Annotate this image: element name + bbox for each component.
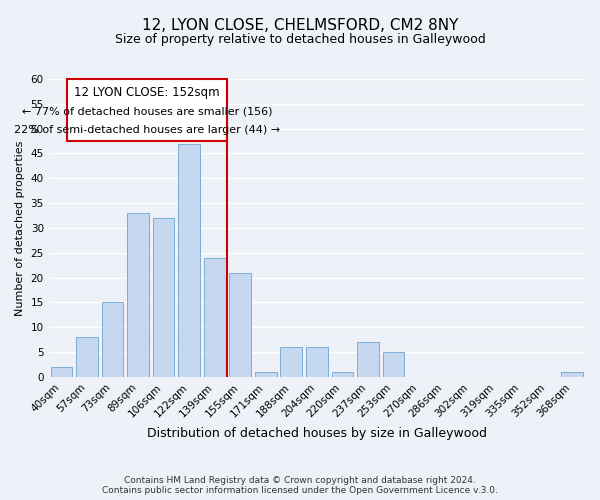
Bar <box>204 258 226 377</box>
Bar <box>255 372 277 377</box>
Bar <box>383 352 404 377</box>
Y-axis label: Number of detached properties: Number of detached properties <box>15 140 25 316</box>
Bar <box>332 372 353 377</box>
Bar <box>306 347 328 377</box>
Bar <box>50 367 72 377</box>
Text: Size of property relative to detached houses in Galleywood: Size of property relative to detached ho… <box>115 32 485 46</box>
Bar <box>153 218 175 377</box>
Bar <box>562 372 583 377</box>
Text: 12, LYON CLOSE, CHELMSFORD, CM2 8NY: 12, LYON CLOSE, CHELMSFORD, CM2 8NY <box>142 18 458 32</box>
X-axis label: Distribution of detached houses by size in Galleywood: Distribution of detached houses by size … <box>147 427 487 440</box>
Bar <box>178 144 200 377</box>
Bar <box>280 347 302 377</box>
Text: ← 77% of detached houses are smaller (156): ← 77% of detached houses are smaller (15… <box>22 106 272 117</box>
Bar <box>229 272 251 377</box>
Text: Contains HM Land Registry data © Crown copyright and database right 2024.: Contains HM Land Registry data © Crown c… <box>124 476 476 485</box>
Bar <box>101 302 124 377</box>
Bar <box>76 337 98 377</box>
Text: 12 LYON CLOSE: 152sqm: 12 LYON CLOSE: 152sqm <box>74 86 220 99</box>
FancyBboxPatch shape <box>67 79 227 141</box>
Text: Contains public sector information licensed under the Open Government Licence v.: Contains public sector information licen… <box>102 486 498 495</box>
Bar <box>127 213 149 377</box>
Text: 22% of semi-detached houses are larger (44) →: 22% of semi-detached houses are larger (… <box>14 125 280 135</box>
Bar <box>357 342 379 377</box>
